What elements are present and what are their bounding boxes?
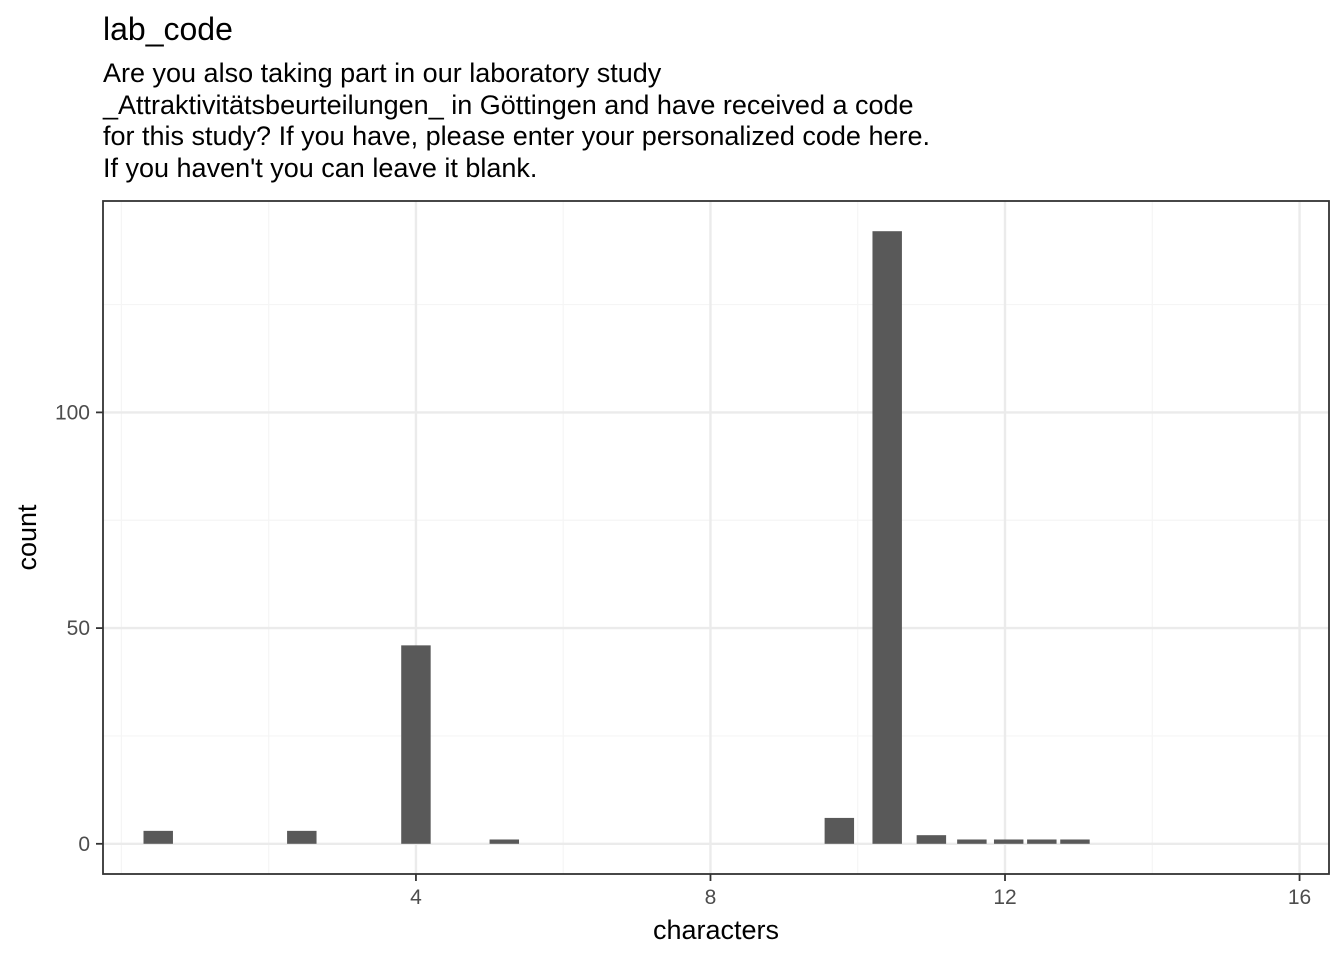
x-tick-label: 4 <box>410 886 422 909</box>
y-tick-label: 0 <box>78 833 90 856</box>
bar <box>1060 839 1090 844</box>
chart-subtitle: Are you also taking part in our laborato… <box>103 58 930 183</box>
chart-title: lab_code <box>103 11 233 47</box>
bar <box>872 231 902 844</box>
x-axis-title: characters <box>653 915 779 945</box>
bar <box>143 830 173 844</box>
bar <box>489 839 520 844</box>
bar <box>1027 839 1057 844</box>
bar <box>824 817 855 844</box>
bar <box>401 645 431 844</box>
bars <box>143 231 1090 844</box>
bar <box>287 830 317 844</box>
bar <box>993 839 1024 844</box>
bar <box>916 835 947 844</box>
y-tick-label: 50 <box>67 617 90 640</box>
x-tick-label: 12 <box>993 886 1016 909</box>
x-tick-label: 8 <box>705 886 717 909</box>
axes: 4 8 12 16 0 50 100 <box>55 401 1311 909</box>
y-axis-title: count <box>12 504 42 571</box>
x-tick-label: 16 <box>1288 886 1311 909</box>
panel-border <box>102 200 1330 875</box>
bar <box>957 839 987 844</box>
y-tick-label: 100 <box>55 401 90 424</box>
grid-lines <box>103 201 1329 874</box>
